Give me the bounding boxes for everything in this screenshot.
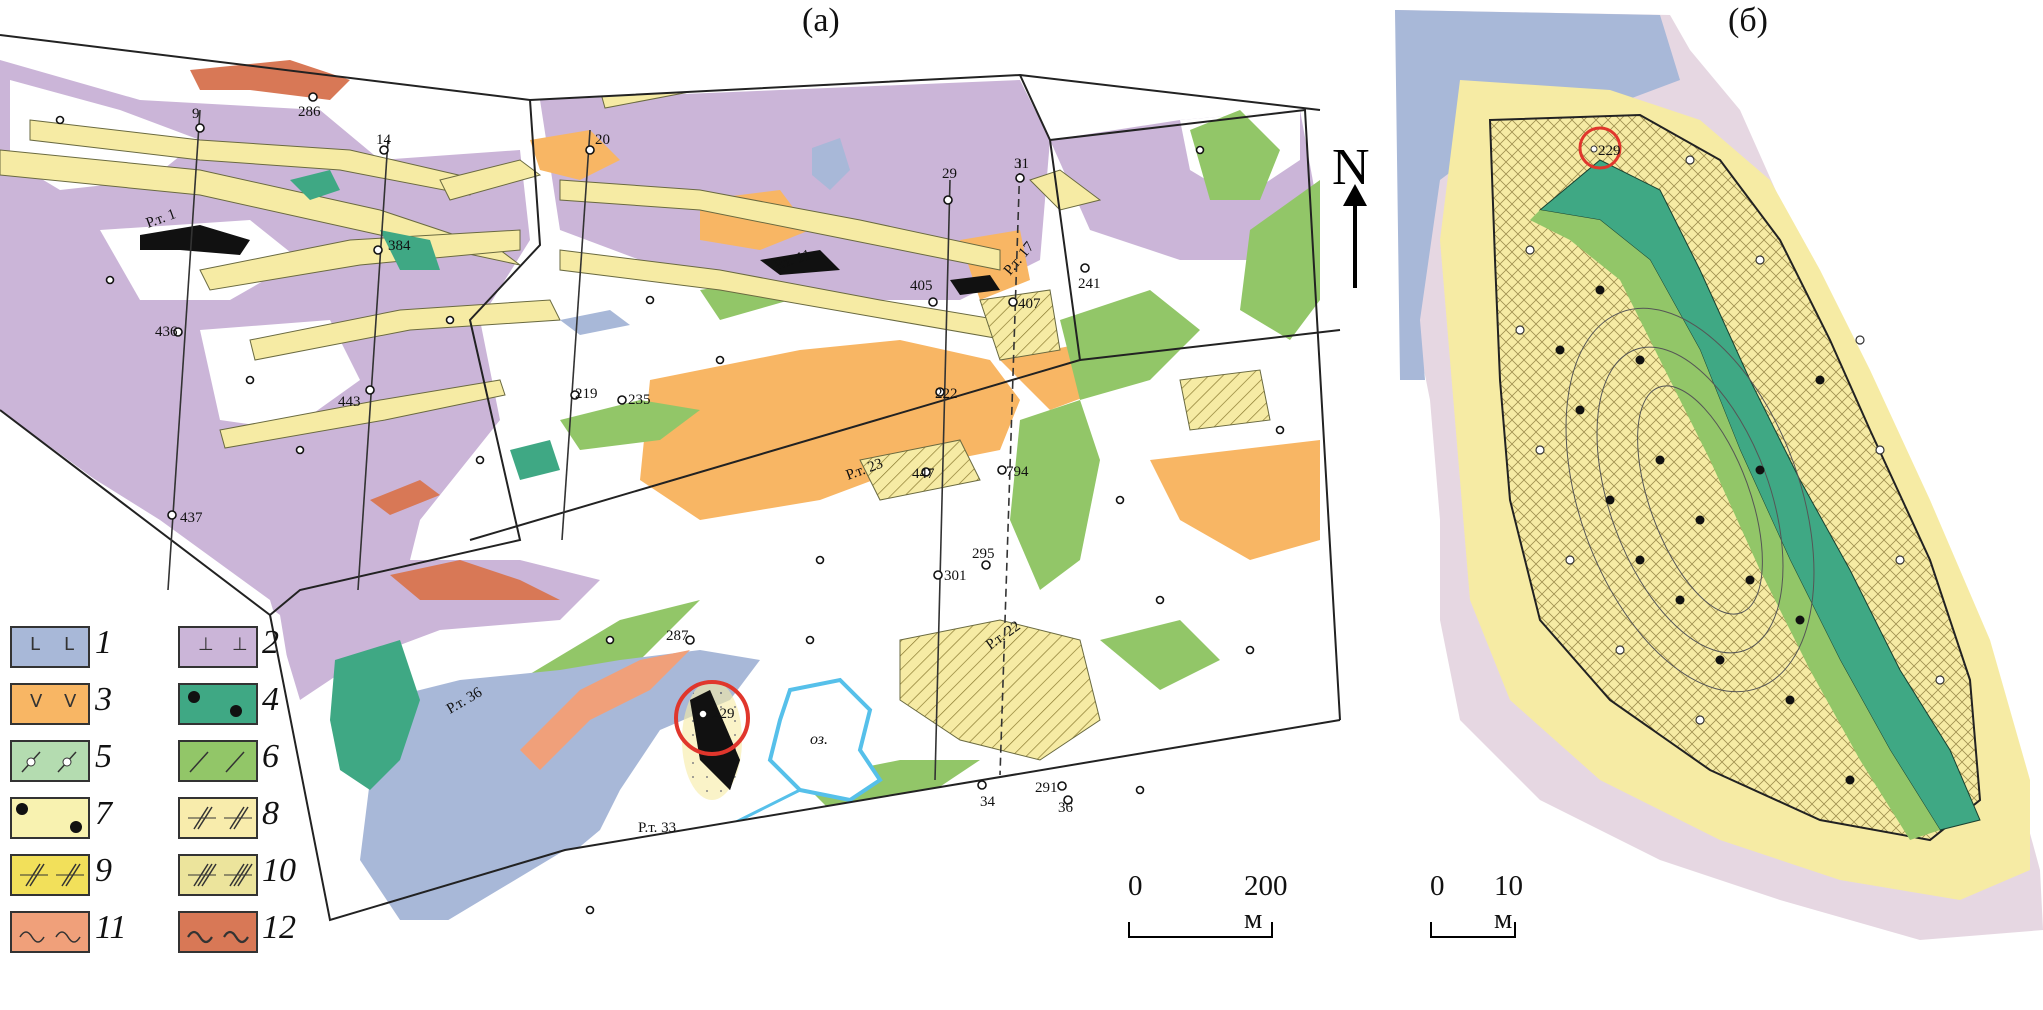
legend-swatch-12 [178, 911, 258, 953]
label-447: 447 [912, 466, 935, 482]
scale-bar-b: 0 10 м [1430, 870, 1523, 970]
panel-a-label: (а) [802, 2, 840, 39]
label-229: 229 [712, 706, 735, 722]
svg-text:⊥: ⊥ [198, 634, 214, 655]
profile-lines [167, 109, 1021, 781]
legend-number-10: 10 [262, 852, 296, 889]
scale-bar-a: 0 200 м [1128, 870, 1288, 970]
label-229-b: 229 [1598, 143, 1621, 159]
label-20: 20 [595, 132, 610, 148]
legend-swatch-4 [178, 683, 258, 725]
legend-swatch-2: ⊥ ⊥ [178, 626, 258, 668]
svg-text:L: L [30, 634, 40, 655]
label-437: 437 [180, 510, 203, 526]
highlight-circle-b [1578, 126, 1622, 170]
legend-number-7: 7 [95, 795, 112, 832]
label-436: 436 [155, 324, 178, 340]
sample-points [55, 92, 1285, 915]
legend-number-11: 11 [95, 909, 127, 946]
label-222: 222 [935, 386, 958, 402]
label-794: 794 [1006, 464, 1029, 480]
legend-swatch-7 [10, 797, 90, 839]
label-36: 36 [1058, 800, 1074, 816]
label-295: 295 [972, 546, 995, 562]
scale-a-start: 0 [1128, 870, 1143, 902]
label-34: 34 [980, 794, 996, 810]
label-443: 443 [338, 394, 361, 410]
legend-number-12: 12 [262, 909, 296, 946]
highlight-circle-a [674, 680, 750, 756]
legend-number-2: 2 [262, 624, 279, 661]
block-boundaries [0, 34, 1341, 922]
svg-text:V: V [64, 691, 77, 712]
legend-swatch-11 [10, 911, 90, 953]
scale-b-start: 0 [1430, 870, 1445, 902]
lake-label: оз. [810, 731, 828, 748]
scale-b-end: 10 м [1494, 870, 1523, 935]
scale-a-end: 200 м [1244, 870, 1288, 935]
legend-number-1: 1 [95, 624, 112, 661]
label-9: 9 [192, 106, 200, 122]
label-287: 287 [666, 628, 689, 644]
legend-number-5: 5 [95, 738, 112, 775]
svg-text:L: L [64, 634, 74, 655]
legend-number-3: 3 [95, 681, 112, 718]
label-241: 241 [1078, 276, 1101, 292]
panel-b-label: (б) [1728, 2, 1768, 39]
svg-text:V: V [30, 691, 43, 712]
point-labels: 9 286 14 20 29 31 384 241 405 407 436 44… [155, 104, 1101, 816]
legend-number-9: 9 [95, 852, 112, 889]
legend-number-4: 4 [262, 681, 279, 718]
label-291: 291 [1035, 780, 1058, 796]
label-384: 384 [388, 238, 411, 254]
label-31: 31 [1014, 156, 1029, 172]
legend-number-6: 6 [262, 738, 279, 775]
legend-swatch-9 [10, 854, 90, 896]
svg-text:⊥: ⊥ [232, 634, 248, 655]
label-405: 405 [910, 278, 933, 294]
legend-swatch-6 [178, 740, 258, 782]
legend-swatch-5 [10, 740, 90, 782]
north-arrow-icon [1343, 184, 1367, 288]
label-14: 14 [376, 132, 392, 148]
label-407: 407 [1018, 296, 1041, 312]
label-286: 286 [298, 104, 321, 120]
label-rt33: Р.т. 33 [638, 820, 676, 836]
label-301: 301 [944, 568, 967, 584]
legend-swatch-10 [178, 854, 258, 896]
label-219: 219 [575, 386, 598, 402]
legend-number-8: 8 [262, 795, 279, 832]
label-29: 29 [942, 166, 957, 182]
map-b-geology: 229 [1395, 10, 2043, 940]
label-235: 235 [628, 392, 651, 408]
legend-swatch-8 [178, 797, 258, 839]
